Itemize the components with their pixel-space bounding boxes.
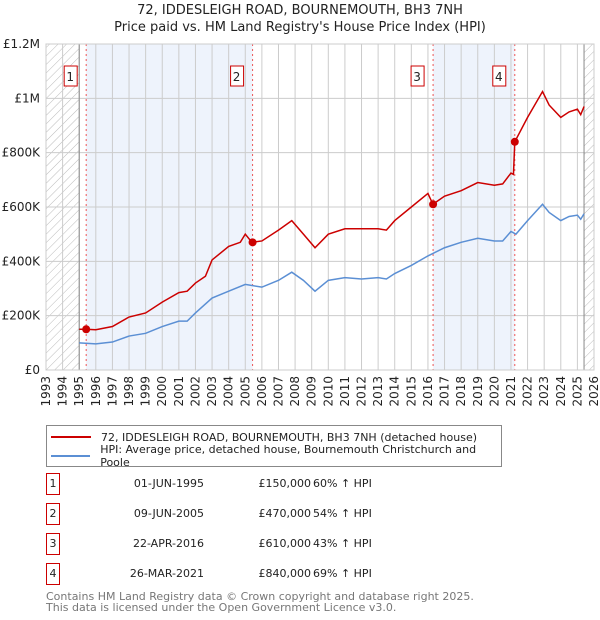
x-tick-label: 2018 [454,376,468,407]
sale-point [82,325,91,334]
x-tick-label: 1995 [72,376,86,407]
sale-label: 1 [66,70,74,84]
sale-label: 2 [233,70,241,84]
x-tick-label: 2010 [321,376,335,407]
legend-label: 72, IDDESLEIGH ROAD, BOURNEMOUTH, BH3 7N… [101,430,478,444]
chart-subtitle: Price paid vs. HM Land Registry's House … [114,20,486,35]
x-tick-label: 1997 [105,376,119,407]
x-tick-label: 2013 [371,376,385,407]
x-tick-label: 2006 [255,376,269,407]
sale-point [429,200,438,209]
sale-hpi-diff: 54% ↑ HPI [313,507,372,520]
sale-marker-box: 3 [46,533,60,555]
sale-price: £840,000 [258,567,312,580]
sale-hpi-diff: 43% ↑ HPI [313,537,372,550]
x-tick-label: 1996 [89,376,103,407]
sale-label: 3 [413,70,421,84]
x-tick-label: 2003 [205,376,219,407]
x-tick-label: 2008 [288,376,302,407]
y-tick-label: £200K [2,309,42,323]
legend: 72, IDDESLEIGH ROAD, BOURNEMOUTH, BH3 7N… [46,425,502,469]
x-tick-label: 2004 [222,376,236,407]
sale-marker-box: 1 [46,473,60,495]
property-price-line [79,89,585,331]
footer-line-2: This data is licensed under the Open Gov… [46,601,397,614]
hpi-line [79,203,585,345]
y-tick-label: £0 [25,363,40,377]
footer-line-1: Contains HM Land Registry data © Crown c… [46,590,474,603]
legend-swatch-red [51,436,91,438]
sale-hpi-diff: 60% ↑ HPI [313,477,372,490]
legend-swatch-blue [51,455,91,457]
x-tick-label: 2023 [537,376,551,407]
sale-label: 4 [495,70,503,84]
chart-title: 72, IDDESLEIGH ROAD, BOURNEMOUTH, BH3 7N… [137,3,463,18]
legend-item-property: 72, IDDESLEIGH ROAD, BOURNEMOUTH, BH3 7N… [51,428,477,446]
x-tick-label: 2009 [305,376,319,407]
plot-frame [45,43,595,371]
x-tick-label: 2002 [188,376,202,407]
sale-price: £610,000 [258,537,312,550]
x-tick-label: 2007 [271,376,285,407]
x-tick-label: 2016 [421,376,435,407]
y-tick-label: £1.2M [3,37,40,51]
x-tick-label: 2022 [521,376,535,407]
x-tick-label: 2024 [554,376,568,407]
x-tick-label: 2005 [238,376,252,407]
sale-date: 01-JUN-1995 [133,477,204,490]
x-tick-label: 2019 [471,376,485,407]
x-tick-label: 2025 [570,376,584,407]
sale-point [248,238,257,247]
y-tick-label: £1M [14,91,40,105]
sale-price: £470,000 [258,507,312,520]
sale-date: 22-APR-2016 [132,537,204,550]
x-tick-label: 2015 [404,376,418,407]
x-tick-label: 2017 [438,376,452,407]
sale-date: 26-MAR-2021 [129,567,204,580]
x-tick-label: 2001 [172,376,186,407]
x-tick-label: 2021 [504,376,518,407]
x-tick-label: 1998 [122,376,136,407]
sale-marker-box: 2 [46,503,60,525]
sale-point [510,137,519,146]
legend-item-hpi: HPI: Average price, detached house, Bour… [51,443,501,469]
x-tick-label: 2020 [487,376,501,407]
y-tick-label: £600K [2,200,42,214]
sale-marker-box: 4 [46,563,60,585]
x-tick-label: 2011 [338,376,352,407]
x-tick-label: 2000 [155,376,169,407]
sale-price: £150,000 [258,477,312,490]
sale-hpi-diff: 69% ↑ HPI [313,567,372,580]
x-tick-label: 1994 [56,376,70,407]
x-tick-label: 1999 [139,376,153,407]
sale-date: 09-JUN-2005 [133,507,204,520]
y-tick-label: £400K [2,254,42,268]
x-tick-label: 2014 [388,376,402,407]
x-tick-label: 2012 [355,376,369,407]
sale-label-box [63,65,78,87]
sale-label-box [492,65,507,87]
x-tick-label: 2026 [587,376,600,407]
sale-label-box [230,65,245,87]
sale-label-box [410,65,425,87]
legend-label: HPI: Average price, detached house, Bour… [100,443,477,469]
price-chart: 1993 1994 1995 1996 1997 1998 1999 2000 2001 2002… [2,37,600,407]
y-tick-label: £800K [2,146,42,160]
x-tick-label: 1993 [39,376,53,407]
